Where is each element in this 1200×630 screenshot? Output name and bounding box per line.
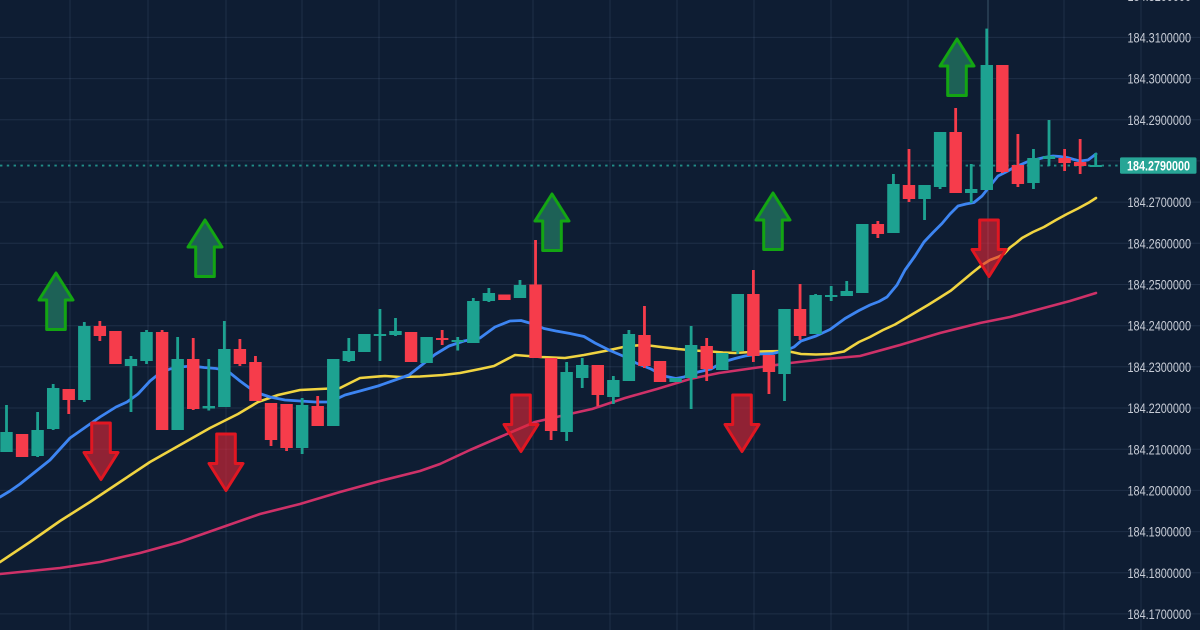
svg-text:184.2100000: 184.2100000	[1128, 442, 1192, 457]
svg-text:184.3100000: 184.3100000	[1128, 30, 1192, 45]
svg-text:184.1700000: 184.1700000	[1128, 607, 1192, 622]
svg-text:184.2200000: 184.2200000	[1128, 401, 1192, 416]
svg-text:184.2500000: 184.2500000	[1128, 278, 1192, 293]
svg-text:184.1800000: 184.1800000	[1128, 566, 1192, 581]
svg-text:184.2790000: 184.2790000	[1127, 159, 1190, 174]
svg-text:184.3000000: 184.3000000	[1128, 72, 1192, 87]
svg-text:184.2000000: 184.2000000	[1128, 483, 1192, 498]
svg-text:184.2600000: 184.2600000	[1128, 236, 1192, 251]
svg-text:184.2300000: 184.2300000	[1128, 360, 1192, 375]
svg-text:184.3200000: 184.3200000	[1128, 0, 1192, 4]
svg-text:184.1900000: 184.1900000	[1128, 525, 1192, 540]
svg-text:184.2900000: 184.2900000	[1128, 113, 1192, 128]
svg-text:184.2700000: 184.2700000	[1128, 195, 1192, 210]
svg-text:184.2400000: 184.2400000	[1128, 319, 1192, 334]
